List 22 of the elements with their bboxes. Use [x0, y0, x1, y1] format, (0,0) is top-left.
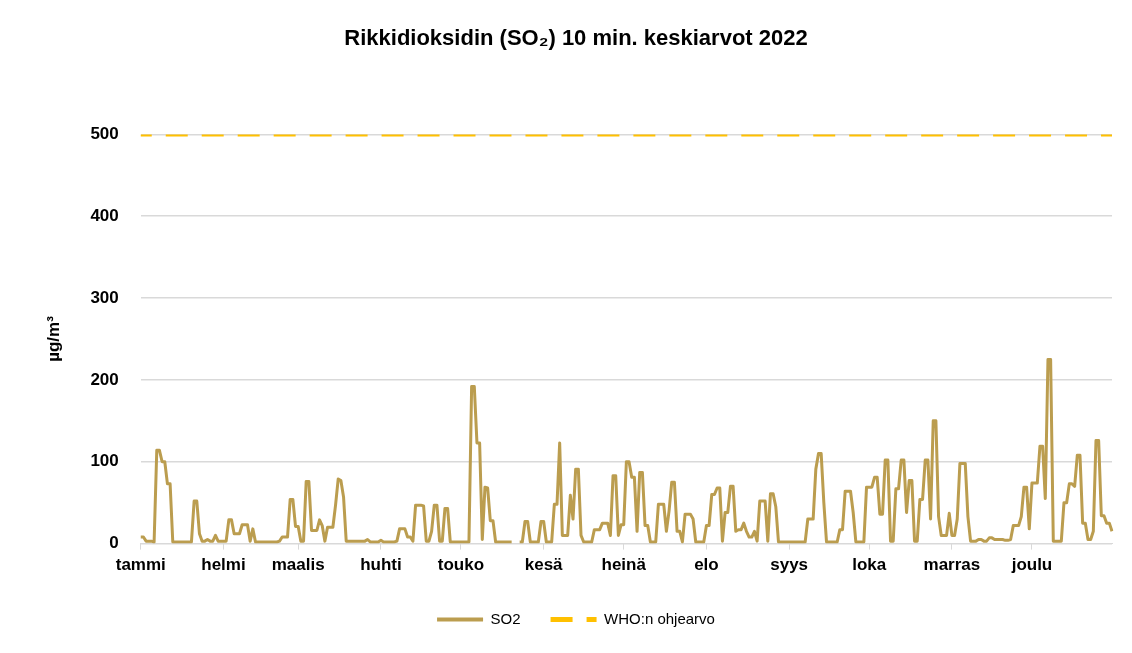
x-tick-label: joulu [1010, 555, 1053, 575]
legend-label: WHO:n ohjearvo [604, 609, 715, 627]
legend-label: SO2 [490, 609, 521, 627]
x-tick-label: elo [694, 555, 719, 575]
y-tick-label: 400 [90, 205, 119, 225]
y-tick-label: 300 [90, 287, 119, 307]
chart-title: Rikkidioksidin (SO₂) 10 min. keskiarvot 2022 [344, 25, 808, 51]
x-tick-label: huhti [360, 555, 402, 575]
x-tick-label: heinä [601, 555, 647, 575]
y-tick-label: 200 [90, 369, 119, 389]
x-tick-label: tammi [115, 555, 166, 575]
x-tick-label: touko [437, 555, 485, 575]
x-tick-label: syys [770, 555, 809, 575]
y-tick-label: 100 [90, 451, 119, 471]
x-tick-label: helmi [201, 555, 246, 575]
y-tick-label: 0 [109, 533, 119, 553]
x-tick-label: marras [923, 555, 981, 575]
y-axis-title: µg/m³ [43, 315, 63, 362]
y-tick-label: 500 [90, 124, 119, 144]
x-tick-label: kesä [524, 555, 564, 575]
x-tick-label: maalis [271, 555, 325, 575]
x-tick-label: loka [852, 555, 887, 575]
